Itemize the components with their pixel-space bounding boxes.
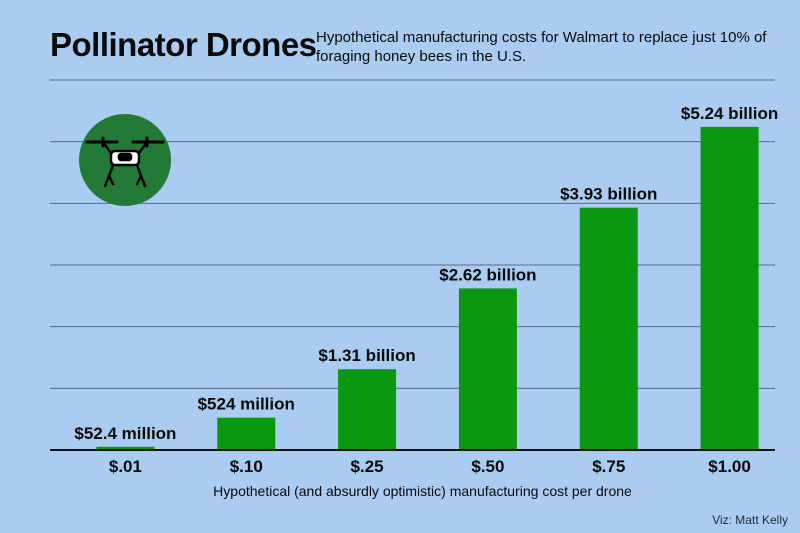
data-label-2: $1.31 billion [318,346,415,365]
chart-subtitle: Hypothetical manufacturing costs for Wal… [316,29,767,65]
x-tick-label-2: $.25 [351,457,384,476]
bar-4 [579,207,638,450]
chart-title: Pollinator Drones [50,26,317,63]
data-label-4: $3.93 billion [560,185,657,204]
x-tick-label-0: $.01 [109,457,142,476]
data-label-5: $5.24 billion [681,104,778,123]
data-labels: $52.4 million $524 million $1.31 billion $2… [74,104,778,443]
x-axis-title: Hypothetical (and absurdly optimistic) m… [213,483,632,499]
x-tick-labels: $.01 $.10 $.25 $.50 $.75 $1.00 [109,457,751,476]
gridlines [50,79,775,389]
x-tick-label-5: $1.00 [708,457,751,476]
bar-0 [96,446,155,450]
data-label-1: $524 million [198,395,295,414]
x-tick-label-3: $.50 [471,457,504,476]
x-tick-label-1: $.10 [230,457,263,476]
bar-2 [338,369,397,450]
credit-text: Viz: Matt Kelly [712,513,788,527]
bar-3 [458,288,517,450]
bar-1 [217,417,276,450]
drone-icon [79,114,171,206]
bar-5 [700,126,759,450]
x-tick-label-4: $.75 [592,457,625,476]
bars [96,126,759,450]
data-label-3: $2.62 billion [439,265,536,284]
data-label-0: $52.4 million [74,424,176,443]
